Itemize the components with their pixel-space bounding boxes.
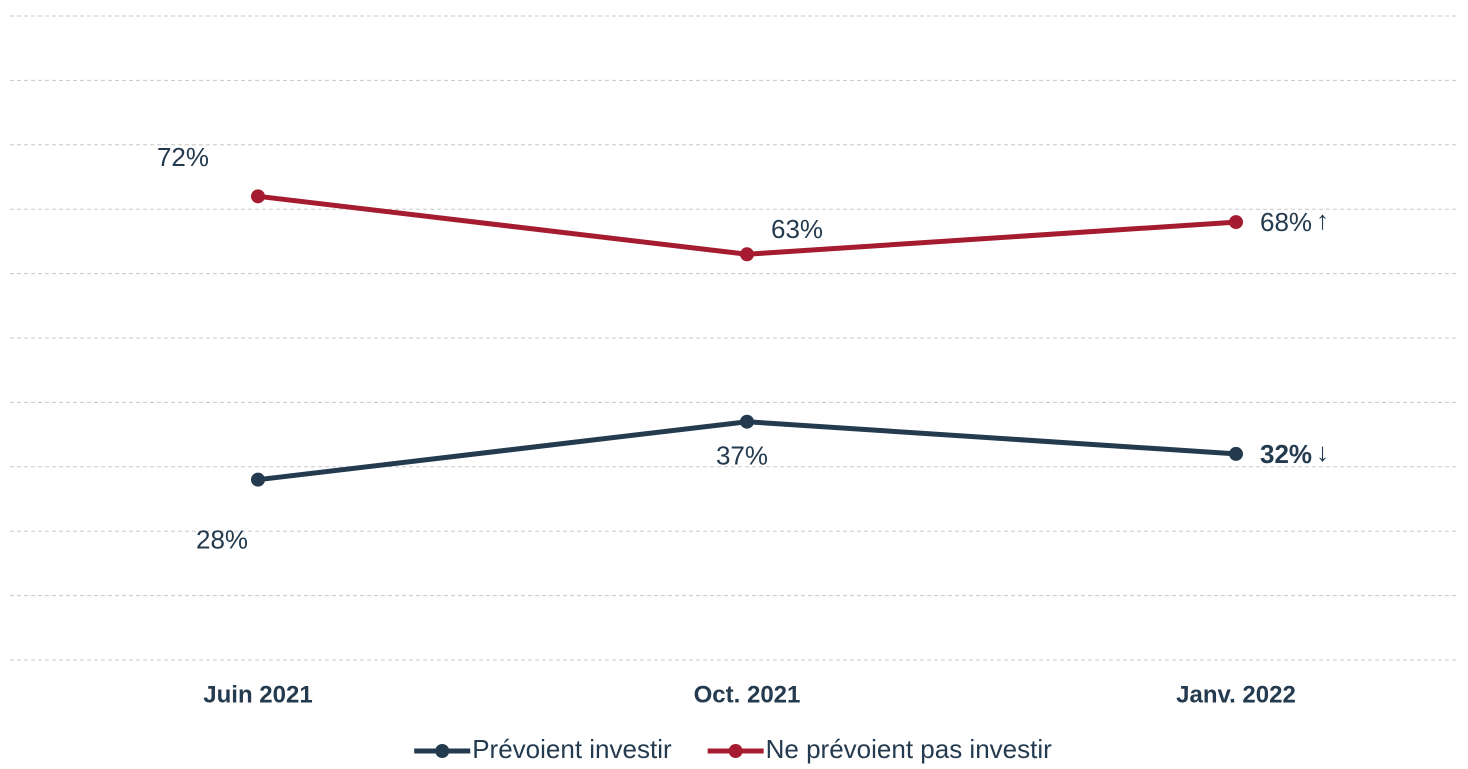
trend-arrow: ↓ (1316, 437, 1329, 467)
data-label: 28% (196, 525, 248, 555)
point (740, 414, 754, 429)
point (1229, 446, 1243, 461)
x-tick-label: Oct. 2021 (694, 681, 801, 708)
legend-marker (728, 744, 743, 758)
legend-label: Ne prévoient pas investir (766, 734, 1052, 764)
point (1229, 215, 1243, 230)
x-tick-label: Janv. 2022 (1176, 681, 1296, 708)
data-label: 68% (1260, 207, 1312, 237)
x-tick-label: Juin 2021 (203, 681, 312, 708)
point (251, 472, 265, 487)
trend-arrow: ↑ (1316, 205, 1329, 235)
data-label: 37% (716, 441, 768, 471)
legend-label: Prévoient investir (472, 734, 672, 764)
point (740, 247, 754, 262)
point (251, 189, 265, 204)
data-label: 63% (771, 214, 823, 244)
data-label: 32% (1260, 439, 1312, 469)
legend-marker (435, 744, 450, 758)
series-line (257, 193, 1237, 257)
data-label: 72% (157, 142, 209, 172)
